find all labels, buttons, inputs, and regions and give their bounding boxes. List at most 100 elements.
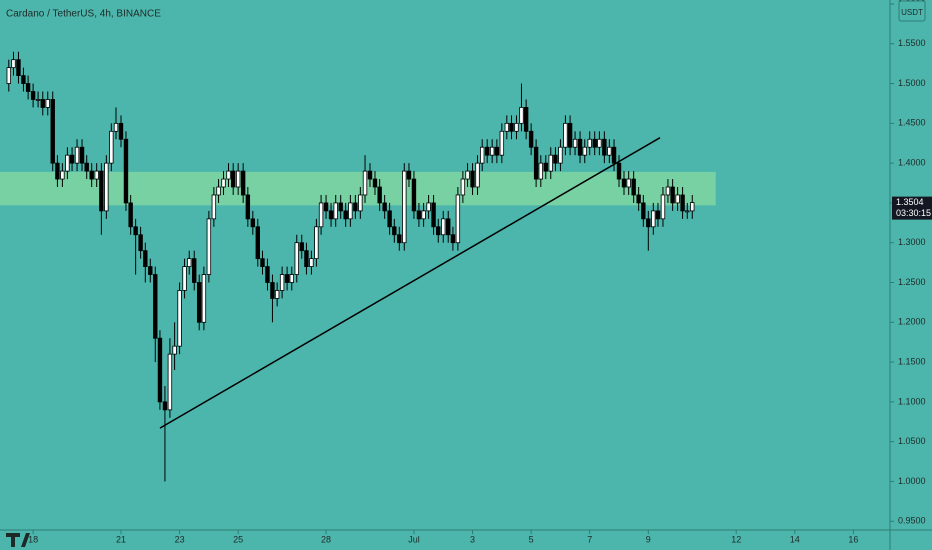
candle [563,115,568,156]
candle-body-down [641,202,646,220]
candle-body-down [611,146,617,164]
candle-body-down [304,250,309,267]
x-tick-label: 7 [587,534,592,544]
candle-body-up [74,146,80,164]
candle-body-up [109,130,114,164]
candle [260,250,265,275]
candle [328,202,334,227]
candle [89,163,94,188]
candle [377,179,382,211]
candle-body-up [675,194,680,204]
candle-body-up [489,146,495,156]
candle-body-down [148,266,153,275]
candle-body-up [201,274,207,323]
candle [157,330,163,410]
candle-body-up [358,194,363,212]
candle-body-down [250,218,256,228]
plot-area [0,51,716,482]
candle-body-up [480,146,485,164]
candle [382,194,387,219]
candle-body-up [548,154,553,172]
candle-body-up [362,170,368,196]
y-tick-label: 1.3000 [898,237,926,247]
candle-body-down [270,282,275,299]
candle [416,202,422,227]
candle [597,131,602,156]
candle-body-up [274,290,280,299]
candle-body-down [50,99,55,164]
candle [611,139,617,172]
candle [358,187,363,219]
candle-body-down [621,178,627,188]
countdown-label: 03:30:15 [896,208,931,218]
candle-body-down [406,170,412,180]
candle [685,202,690,219]
candle-body-down [411,178,417,212]
candle-body-down [509,122,514,132]
candle-body-up [690,202,695,212]
candle-body-up [182,266,187,291]
candle-body-down [484,146,490,156]
candle [441,210,446,243]
candle-body-down [55,162,60,180]
candle [25,75,31,100]
candle-body-up [104,162,109,212]
candle [480,139,485,172]
candle [50,91,55,172]
candle [621,171,627,195]
y-tick-label: 1.2500 [898,277,926,287]
candle [465,163,470,188]
candle [250,210,256,235]
candle-body-down [69,154,75,164]
y-tick-label: 1.1500 [898,356,926,366]
candle [675,187,680,211]
candle [177,282,182,355]
candle-body-up [294,242,299,275]
candle [187,250,192,275]
support-zone [0,171,716,206]
x-tick-label: 25 [233,534,243,544]
candle [636,187,641,211]
candle-body-up [206,218,212,275]
candle [426,194,431,219]
candle-body-down [670,186,675,204]
candle-body-up [538,162,543,180]
candle [216,179,221,203]
candle-body-up [499,130,505,156]
candle-body-up [235,170,241,188]
candle [148,258,153,283]
candle-body-up [426,202,431,212]
candle [450,226,456,251]
candle-body-up [465,170,470,180]
x-tick-label: Jul [408,534,420,544]
candle-body-down [577,138,583,156]
candle-body-down [21,75,26,84]
candle [660,187,666,227]
candle-body-down [533,146,539,180]
x-tick-label: 23 [175,534,185,544]
candle-body-down [387,210,392,228]
candle-body-down [16,59,21,77]
candle-body-up [685,210,690,213]
y-tick-label: 1.4000 [898,158,926,168]
candle [274,282,280,307]
candle [446,210,451,243]
y-tick-label: 1.2000 [898,317,926,327]
candle-body-down [553,154,558,164]
y-tick-label: 1.0500 [898,436,926,446]
candle-body-down [470,170,475,188]
candle-body-down [528,130,534,148]
candle-body-down [157,337,163,403]
candle [406,163,412,188]
candle [333,194,338,227]
candle [607,139,612,164]
candle-body-up [6,67,11,84]
candle-body-up [35,99,41,101]
candle [509,115,514,140]
candle-body-up [587,138,592,148]
candle-body-up [421,210,426,220]
candle [270,274,275,323]
candle-body-down [343,210,348,220]
candle [499,123,505,164]
candle [104,155,109,219]
